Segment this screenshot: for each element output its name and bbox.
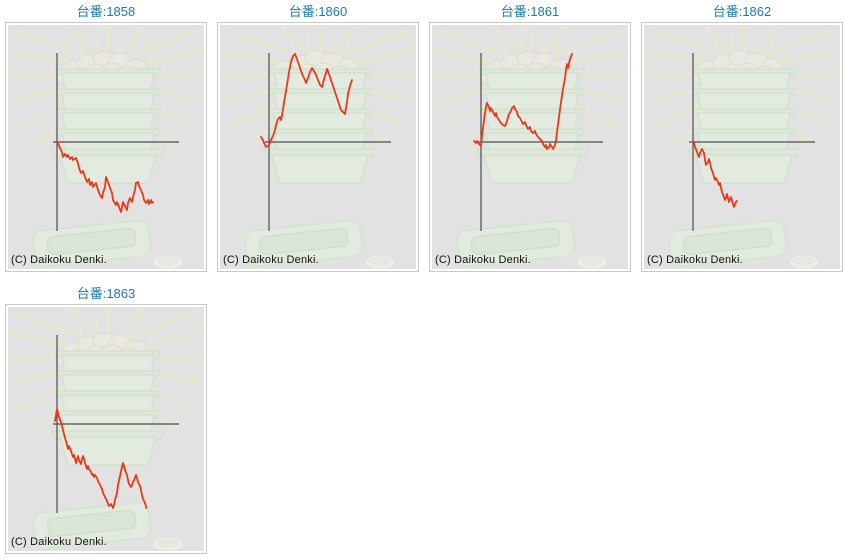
slump-graph-frame: (C) Daikoku Denki. [217,22,419,272]
dish-icon [152,536,184,551]
machine-watermark [8,25,204,269]
bottom-tray-icon [32,501,152,550]
bottom-tray-icon [32,219,152,268]
bottom-tray-icon [668,219,788,268]
slump-line [473,53,573,150]
dish-icon [576,254,608,269]
bottom-tray-icon [244,219,364,268]
panel-row: 台番:1858 [5,0,844,272]
slump-line [260,53,353,148]
stacked-boxes-icon [262,68,378,184]
stacked-boxes-icon [686,68,802,184]
machine-panel: 台番:1863 [5,282,207,554]
dish-icon [152,254,184,269]
machine-title[interactable]: 台番:1863 [76,286,136,301]
slump-graph-frame: (C) Daikoku Denki. [5,304,207,554]
slump-line [54,408,147,509]
slump-graph-frame: (C) Daikoku Denki. [429,22,631,272]
dish-icon [364,254,396,269]
slump-graph-frame: (C) Daikoku Denki. [641,22,843,272]
machine-panel: 台番:1861 [429,0,631,272]
slump-graph-image [8,307,204,551]
machine-panel: 台番:1860 [217,0,419,272]
slump-graph-image [220,25,416,269]
copyright-label: (C) Daikoku Denki. [435,254,531,266]
machine-title[interactable]: 台番:1861 [500,4,560,19]
machine-watermark [432,25,628,269]
copyright-label: (C) Daikoku Denki. [11,254,107,266]
copyright-label: (C) Daikoku Denki. [223,254,319,266]
stacked-boxes-icon [50,68,166,184]
slump-graph-frame: (C) Daikoku Denki. [5,22,207,272]
dish-icon [788,254,820,269]
slump-graph-image [644,25,840,269]
slump-line [693,141,738,208]
panel-row: 台番:1863 [5,282,844,554]
slump-graph-image [8,25,204,269]
machine-title[interactable]: 台番:1862 [712,4,772,19]
machine-panel: 台番:1862 [641,0,843,272]
machine-title[interactable]: 台番:1858 [76,4,136,19]
machine-watermark [220,25,416,269]
machine-title[interactable]: 台番:1860 [288,4,348,19]
machine-watermark [8,307,204,551]
machine-watermark [644,25,840,269]
machine-panel: 台番:1858 [5,0,207,272]
slump-line [56,140,154,213]
slump-graph-image [432,25,628,269]
bottom-tray-icon [456,219,576,268]
copyright-label: (C) Daikoku Denki. [11,536,107,548]
stacked-boxes-icon [474,68,590,184]
copyright-label: (C) Daikoku Denki. [647,254,743,266]
